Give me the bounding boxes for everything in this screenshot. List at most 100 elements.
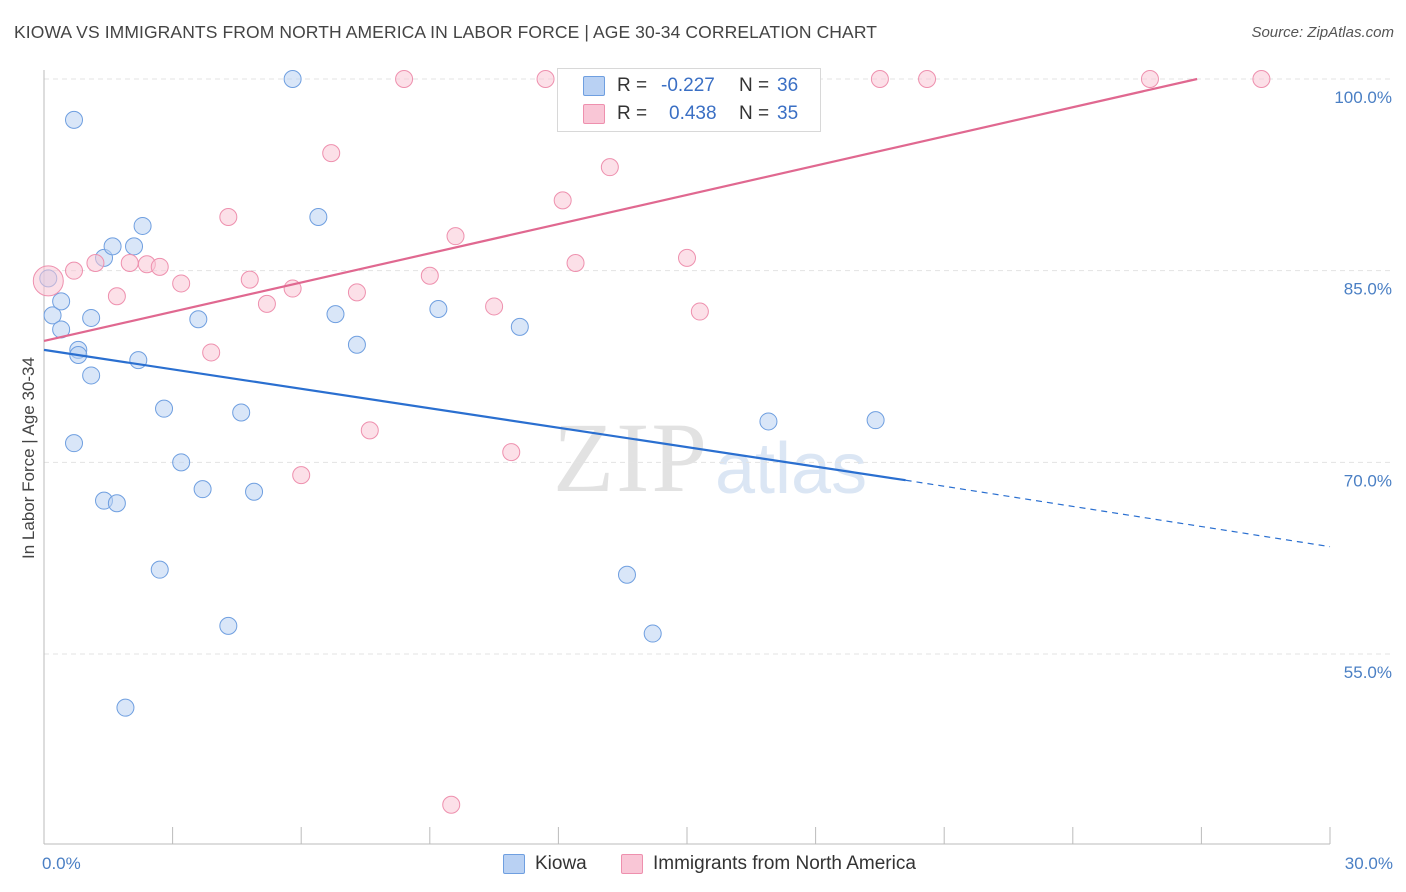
kiowa-point bbox=[759, 412, 778, 431]
kiowa-point bbox=[617, 565, 636, 584]
kiowa-point bbox=[193, 480, 212, 499]
r-value: 0.438 bbox=[669, 103, 717, 124]
x-tick-label: 30.0% bbox=[1345, 854, 1393, 873]
kiowa-point bbox=[107, 494, 126, 513]
kiowa-point bbox=[429, 300, 448, 318]
immigrants-point bbox=[502, 443, 521, 462]
chart-title: KIOWA VS IMMIGRANTS FROM NORTH AMERICA I… bbox=[14, 22, 878, 42]
immigrants-point bbox=[536, 70, 555, 88]
immigrants-point bbox=[257, 294, 276, 313]
legend-series: Kiowa Immigrants from North America bbox=[0, 850, 1406, 880]
n-value: 35 bbox=[777, 103, 799, 124]
y-tick-label: 70.0% bbox=[1344, 471, 1392, 490]
kiowa-point bbox=[65, 434, 84, 453]
immigrants-point bbox=[107, 287, 126, 306]
legend-label-kiowa: Kiowa bbox=[535, 853, 587, 874]
y-axis-title: In Labor Force | Age 30-34 bbox=[19, 357, 38, 559]
immigrants-point bbox=[347, 283, 366, 302]
immigrants-point bbox=[322, 144, 341, 163]
kiowa-point bbox=[125, 237, 144, 256]
series-kiowa-points bbox=[39, 70, 885, 717]
immigrants-point bbox=[918, 70, 937, 88]
kiowa-point bbox=[172, 453, 191, 472]
axes bbox=[43, 70, 1331, 845]
legend-item-kiowa[interactable]: Kiowa bbox=[503, 853, 587, 875]
legend-item-immigrants[interactable]: Immigrants from North America bbox=[621, 853, 916, 875]
kiowa-trend-line bbox=[43, 348, 906, 482]
y-tick-label: 85.0% bbox=[1344, 280, 1392, 299]
immigrants-point bbox=[1252, 70, 1271, 88]
immigrants-point bbox=[292, 466, 311, 485]
kiowa-point bbox=[326, 305, 345, 324]
immigrants-point bbox=[395, 70, 414, 88]
kiowa-point bbox=[866, 411, 885, 430]
kiowa-point bbox=[82, 366, 101, 385]
immigrants-point bbox=[120, 254, 139, 272]
kiowa-swatch bbox=[503, 854, 525, 874]
tick-labels: 55.0% 70.0% 85.0% 100.0% 0.0% 30.0% bbox=[42, 88, 1393, 873]
kiowa-point bbox=[103, 237, 122, 256]
immigrants-point bbox=[600, 158, 619, 177]
kiowa-point bbox=[82, 308, 101, 327]
immigrants-point bbox=[202, 343, 221, 362]
n-value: 36 bbox=[777, 75, 799, 96]
legend-row-immigrants: R = 0.438 N = 35 bbox=[558, 101, 798, 127]
gridlines bbox=[44, 78, 1392, 655]
kiowa-point bbox=[43, 306, 62, 325]
x-tick-label: 0.0% bbox=[42, 854, 81, 873]
immigrants-point bbox=[442, 795, 461, 814]
immigrants-point bbox=[86, 254, 105, 272]
immigrants-point bbox=[240, 270, 259, 289]
r-label: R = bbox=[617, 103, 648, 124]
legend-stats: R = -0.227 N = 36 R = 0.438 N = 35 bbox=[557, 68, 821, 132]
legend-row-kiowa: R = -0.227 N = 36 bbox=[558, 73, 798, 99]
kiowa-point bbox=[232, 403, 251, 422]
immigrants-point bbox=[678, 248, 696, 267]
immigrants-point bbox=[1140, 70, 1159, 88]
r-value: -0.227 bbox=[661, 75, 715, 96]
kiowa-point bbox=[347, 335, 366, 354]
kiowa-point bbox=[510, 317, 529, 336]
immigrants-point bbox=[870, 70, 889, 88]
kiowa-point bbox=[133, 216, 152, 235]
kiowa-point bbox=[245, 482, 264, 501]
watermark-zip: ZIP bbox=[553, 402, 709, 513]
kiowa-point bbox=[155, 399, 174, 418]
source-label: Source: ZipAtlas.com bbox=[1251, 24, 1394, 41]
kiowa-point bbox=[219, 616, 238, 635]
kiowa-point bbox=[189, 310, 208, 329]
trend-lines bbox=[43, 77, 1331, 548]
kiowa-point bbox=[150, 560, 169, 579]
immigrants-point bbox=[446, 227, 465, 246]
kiowa-point bbox=[52, 292, 71, 311]
immigrants-point bbox=[172, 274, 191, 293]
immigrants-point bbox=[150, 257, 169, 276]
legend-label-immigrants: Immigrants from North America bbox=[653, 853, 916, 874]
kiowa-point bbox=[283, 70, 302, 88]
immigrants-point bbox=[485, 297, 504, 316]
immigrants-point bbox=[553, 191, 572, 210]
watermark-atlas: atlas bbox=[715, 429, 868, 509]
kiowa-point bbox=[116, 698, 135, 717]
n-label: N = bbox=[739, 75, 770, 96]
immigrants-point bbox=[65, 261, 84, 280]
y-tick-label: 100.0% bbox=[1334, 88, 1392, 107]
immigrants-point bbox=[360, 421, 379, 440]
kiowa-point bbox=[309, 208, 328, 226]
immigrants-point bbox=[690, 302, 709, 321]
immigrants-point bbox=[420, 266, 439, 285]
r-label: R = bbox=[617, 75, 648, 96]
immigrants-point bbox=[32, 265, 64, 297]
kiowa-swatch bbox=[583, 76, 605, 96]
kiowa-point bbox=[643, 624, 662, 643]
n-label: N = bbox=[739, 103, 770, 124]
kiowa-point bbox=[65, 110, 84, 129]
immigrants-point bbox=[566, 254, 585, 272]
immigrants-trend-line bbox=[43, 77, 1198, 343]
kiowa-trend-extension bbox=[905, 479, 1331, 548]
immigrants-swatch bbox=[583, 104, 605, 124]
immigrants-point bbox=[219, 208, 238, 226]
y-tick-label: 55.0% bbox=[1344, 663, 1392, 682]
immigrants-swatch bbox=[621, 854, 643, 874]
